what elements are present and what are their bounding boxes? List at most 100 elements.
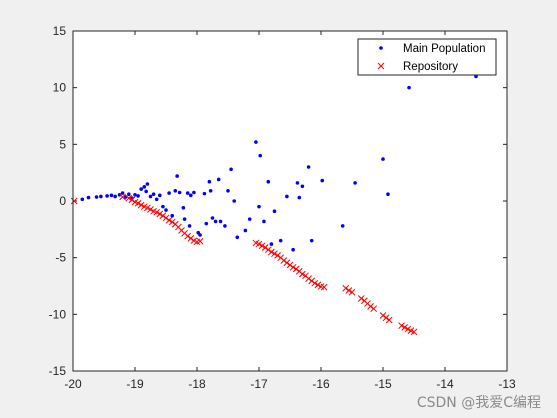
x-tick-label: -18 [188,377,206,391]
legend-label-repository: Repository [403,61,458,73]
main-population-point [80,197,85,202]
repository-point [264,246,272,254]
main-population-point [262,219,266,224]
main-population-point [381,157,385,161]
axes-box [72,30,508,372]
main-population-point [386,192,390,196]
main-population-point [254,140,258,144]
legend-marker-main-population [379,46,383,50]
repository-point [274,252,281,259]
main-population-point [235,235,240,240]
data-points [70,74,478,336]
x-tick-label: -15 [374,377,392,391]
repository-point [165,216,173,224]
main-population-point [164,208,168,212]
main-population-point [99,194,103,199]
repository-point [162,214,170,222]
repository-point [261,244,269,251]
main-population-point [192,190,196,195]
repository-point [404,325,412,333]
main-population-point [257,204,261,209]
legend-marker-repository [377,62,385,70]
y-tick-label: -5 [55,251,66,265]
repository-point [348,288,356,296]
x-tick-label: -17 [250,377,268,391]
repository-point [283,259,291,267]
repository-point [147,206,154,213]
repository-point [367,303,374,310]
repository-point [320,283,328,291]
main-population-point [144,189,148,194]
main-population-point [175,174,179,178]
legend-label-main-population: Main Population [403,43,485,55]
main-population-point [133,192,137,197]
legend-dot-marker [379,46,383,50]
main-population-point [204,221,209,226]
y-tick-label: 10 [53,81,67,95]
main-population-point [145,182,150,186]
main-population-point [300,184,305,189]
repository-point [410,328,418,336]
main-population-point [142,185,147,189]
repository-point [258,242,266,250]
main-population-point [306,165,311,169]
main-population-point [266,179,271,184]
y-tick-label: 0 [59,194,66,208]
main-population-point [86,195,91,200]
main-population-point [232,199,236,203]
plot-area [73,31,507,371]
x-tick-label: -19 [126,377,144,391]
main-population-point [161,204,165,209]
main-population-point [207,179,212,184]
main-population-point [272,209,277,213]
repository-point [144,204,151,212]
repository-point [268,248,275,256]
main-population-point [202,191,207,196]
repository-point [168,218,176,226]
main-population-point [182,217,187,221]
main-population-point [148,194,153,199]
main-population-point [247,217,252,221]
main-population-point [320,178,325,183]
main-population-point [173,189,178,193]
main-population-point [285,194,289,199]
repository-point [271,250,278,258]
repository-point [370,305,378,313]
y-tick-label: -10 [49,307,67,321]
main-population-point [243,228,248,233]
main-population-point [278,238,283,243]
legend-x-marker [377,62,385,70]
main-population-point [223,224,227,228]
main-population-point [216,177,221,182]
legend: Main Population Repository [357,38,497,76]
repository-point [357,295,365,302]
main-population-point [189,193,193,198]
main-population-point [158,193,162,198]
repository-point [379,312,387,319]
repository-point [382,314,390,322]
watermark: CSDN @我爱C编程 [416,395,541,411]
main-population-point [340,224,345,228]
repository-point [401,324,409,331]
main-population-point [139,187,143,191]
repository-point [156,210,164,218]
main-population-point [353,181,357,185]
main-population-point [109,193,114,198]
main-population-point [177,190,182,195]
main-population-point [151,192,156,196]
repository-point [280,257,288,264]
main-population-point [105,194,109,198]
repository-point [308,277,316,285]
repository-point [137,201,145,209]
main-population-point [117,192,122,197]
repository-point [286,261,294,269]
main-population-point [297,195,302,200]
main-population-point [94,195,99,199]
repository-point [119,193,126,201]
repository-point [159,212,167,220]
y-tick-label: -15 [49,364,67,378]
repository-point [311,279,319,287]
x-tick-label: -16 [312,377,330,391]
y-tick-label: 15 [53,24,67,38]
